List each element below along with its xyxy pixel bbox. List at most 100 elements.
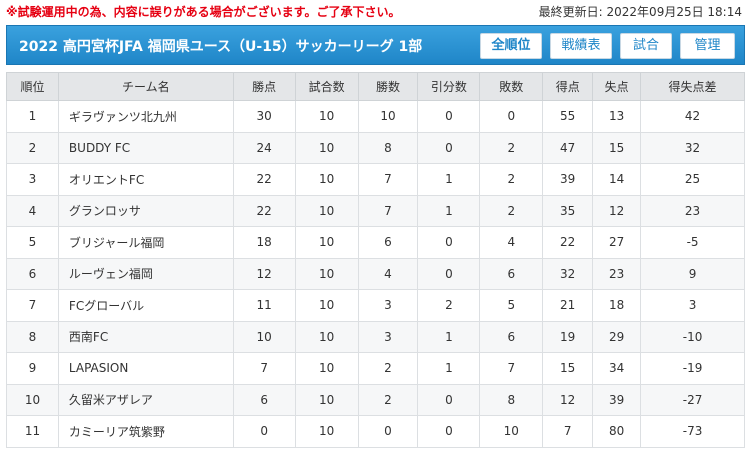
goals-against-cell: 15 — [592, 131, 642, 164]
team-name-cell[interactable]: カミーリア筑紫野 — [57, 415, 234, 448]
goal-diff-cell: -5 — [640, 226, 745, 259]
goals-against-cell: 80 — [592, 415, 642, 448]
goals-for-cell: 55 — [542, 100, 594, 133]
matches-button[interactable]: 試合 — [620, 33, 672, 59]
draws-cell: 0 — [417, 257, 481, 290]
rank-cell: 9 — [6, 352, 59, 385]
points-cell: 30 — [232, 100, 296, 133]
goals-for-cell: 12 — [542, 383, 594, 416]
table-row[interactable]: 6 ルーヴェン福岡 12 10 4 0 6 32 23 9 — [6, 257, 745, 290]
col-goals-against[interactable]: 失点 — [592, 72, 642, 101]
goals-for-cell: 39 — [542, 163, 594, 196]
team-name-cell[interactable]: LAPASION — [57, 352, 234, 385]
points-cell: 11 — [232, 289, 296, 322]
played-cell: 10 — [294, 415, 359, 448]
col-goal-diff[interactable]: 得失点差 — [640, 72, 745, 101]
rank-cell: 6 — [6, 257, 59, 290]
team-name-cell[interactable]: グランロッサ — [57, 194, 234, 227]
played-cell: 10 — [294, 100, 359, 133]
table-row[interactable]: 8 西南FC 10 10 3 1 6 19 29 -10 — [6, 320, 745, 353]
played-cell: 10 — [294, 131, 359, 164]
losses-cell: 2 — [479, 131, 544, 164]
losses-cell: 2 — [479, 194, 544, 227]
table-row[interactable]: 5 ブリジャール福岡 18 10 6 0 4 22 27 -5 — [6, 226, 745, 259]
goals-for-cell: 15 — [542, 352, 594, 385]
team-name-cell[interactable]: ブリジャール福岡 — [57, 226, 234, 259]
col-team[interactable]: チーム名 — [57, 72, 234, 101]
draws-cell: 2 — [417, 289, 481, 322]
goal-diff-cell: 42 — [640, 100, 745, 133]
team-name-cell[interactable]: BUDDY FC — [57, 131, 234, 164]
goal-diff-cell: 9 — [640, 257, 745, 290]
col-draws[interactable]: 引分数 — [417, 72, 481, 101]
team-name-cell[interactable]: ルーヴェン福岡 — [57, 257, 234, 290]
played-cell: 10 — [294, 320, 359, 353]
played-cell: 10 — [294, 194, 359, 227]
table-header-row: 順位 チーム名 勝点 試合数 勝数 引分数 敗数 得点 失点 得失点差 — [6, 72, 745, 101]
losses-cell: 8 — [479, 383, 544, 416]
rank-cell: 1 — [6, 100, 59, 133]
team-name-cell[interactable]: ギラヴァンツ北九州 — [57, 100, 234, 133]
table-row[interactable]: 11 カミーリア筑紫野 0 10 0 0 10 7 80 -73 — [6, 415, 745, 448]
wins-cell: 4 — [357, 257, 419, 290]
team-name-cell[interactable]: FCグローバル — [57, 289, 234, 322]
points-cell: 18 — [232, 226, 296, 259]
draws-cell: 1 — [417, 194, 481, 227]
team-name-cell[interactable]: 久留米アザレア — [57, 383, 234, 416]
wins-cell: 7 — [357, 163, 419, 196]
points-cell: 12 — [232, 257, 296, 290]
team-name-cell[interactable]: オリエントFC — [57, 163, 234, 196]
goal-diff-cell: -10 — [640, 320, 745, 353]
rank-cell: 3 — [6, 163, 59, 196]
goals-for-cell: 32 — [542, 257, 594, 290]
col-points[interactable]: 勝点 — [232, 72, 296, 101]
team-name-cell[interactable]: 西南FC — [57, 320, 234, 353]
table-row[interactable]: 1 ギラヴァンツ北九州 30 10 10 0 0 55 13 42 — [6, 100, 745, 133]
table-row[interactable]: 3 オリエントFC 22 10 7 1 2 39 14 25 — [6, 163, 745, 196]
wins-cell: 3 — [357, 289, 419, 322]
points-cell: 7 — [232, 352, 296, 385]
goals-against-cell: 34 — [592, 352, 642, 385]
col-goals-for[interactable]: 得点 — [542, 72, 594, 101]
results-table-button[interactable]: 戦績表 — [550, 33, 612, 59]
goals-against-cell: 14 — [592, 163, 642, 196]
played-cell: 10 — [294, 257, 359, 290]
goals-against-cell: 27 — [592, 226, 642, 259]
losses-cell: 4 — [479, 226, 544, 259]
draws-cell: 1 — [417, 320, 481, 353]
table-row[interactable]: 10 久留米アザレア 6 10 2 0 8 12 39 -27 — [6, 383, 745, 416]
losses-cell: 6 — [479, 257, 544, 290]
standings-table: 順位 チーム名 勝点 試合数 勝数 引分数 敗数 得点 失点 得失点差 1 ギラヴ… — [6, 72, 745, 448]
table-row[interactable]: 2 BUDDY FC 24 10 8 0 2 47 15 32 — [6, 131, 745, 164]
goal-diff-cell: 25 — [640, 163, 745, 196]
goals-against-cell: 13 — [592, 100, 642, 133]
table-row[interactable]: 4 グランロッサ 22 10 7 1 2 35 12 23 — [6, 194, 745, 227]
table-row[interactable]: 7 FCグローバル 11 10 3 2 5 21 18 3 — [6, 289, 745, 322]
losses-cell: 2 — [479, 163, 544, 196]
points-cell: 6 — [232, 383, 296, 416]
wins-cell: 8 — [357, 131, 419, 164]
all-standings-button[interactable]: 全順位 — [480, 33, 542, 59]
trial-notice: ※試験運用中の為、内容に誤りがある場合がございます。ご了承下さい。 — [6, 5, 401, 19]
played-cell: 10 — [294, 226, 359, 259]
col-played[interactable]: 試合数 — [294, 72, 359, 101]
goals-for-cell: 22 — [542, 226, 594, 259]
goal-diff-cell: -27 — [640, 383, 745, 416]
col-losses[interactable]: 敗数 — [479, 72, 544, 101]
losses-cell: 10 — [479, 415, 544, 448]
col-rank[interactable]: 順位 — [6, 72, 59, 101]
goal-diff-cell: 23 — [640, 194, 745, 227]
points-cell: 22 — [232, 194, 296, 227]
draws-cell: 0 — [417, 100, 481, 133]
col-wins[interactable]: 勝数 — [357, 72, 419, 101]
top-bar: ※試験運用中の為、内容に誤りがある場合がございます。ご了承下さい。 最終更新日:… — [0, 0, 750, 22]
goals-against-cell: 29 — [592, 320, 642, 353]
wins-cell: 0 — [357, 415, 419, 448]
draws-cell: 0 — [417, 383, 481, 416]
wins-cell: 2 — [357, 352, 419, 385]
rank-cell: 10 — [6, 383, 59, 416]
rank-cell: 7 — [6, 289, 59, 322]
points-cell: 22 — [232, 163, 296, 196]
table-row[interactable]: 9 LAPASION 7 10 2 1 7 15 34 -19 — [6, 352, 745, 385]
admin-button[interactable]: 管理 — [680, 33, 735, 59]
